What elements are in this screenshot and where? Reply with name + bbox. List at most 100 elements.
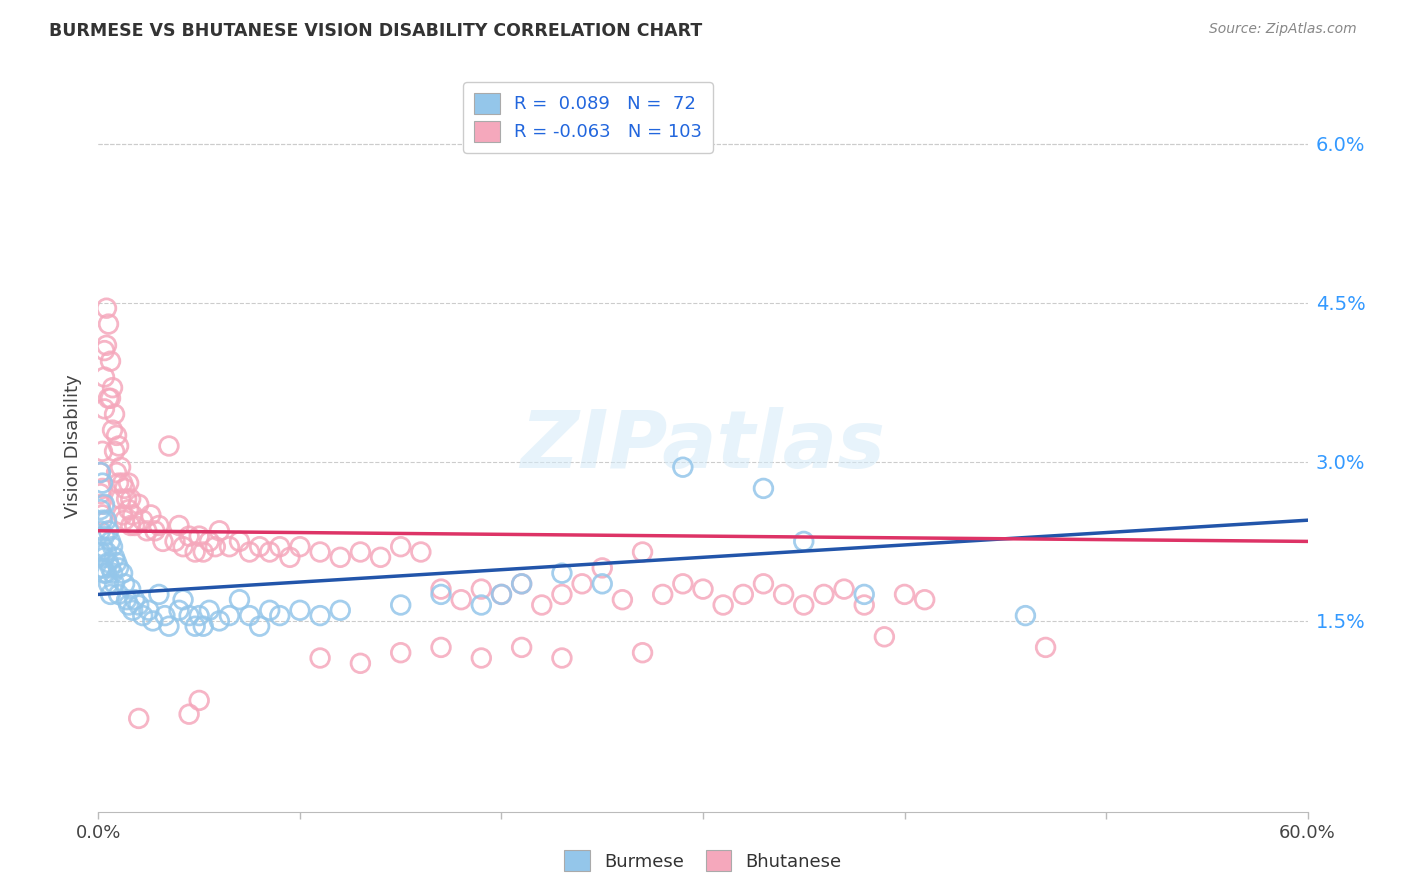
Point — [218, 540, 240, 554]
Point — [430, 587, 453, 601]
Point — [853, 598, 876, 612]
Point — [198, 603, 221, 617]
Point — [309, 545, 332, 559]
Point — [105, 466, 128, 480]
Point — [551, 651, 574, 665]
Point — [184, 619, 207, 633]
Point — [124, 518, 146, 533]
Point — [114, 513, 136, 527]
Point — [89, 486, 111, 500]
Point — [97, 576, 120, 591]
Point — [349, 545, 371, 559]
Point — [370, 550, 392, 565]
Point — [91, 444, 114, 458]
Point — [470, 582, 492, 596]
Point — [591, 561, 613, 575]
Point — [157, 439, 180, 453]
Point — [118, 476, 141, 491]
Point — [135, 524, 157, 538]
Point — [163, 534, 186, 549]
Point — [188, 529, 211, 543]
Point — [832, 582, 855, 596]
Legend: Burmese, Bhutanese: Burmese, Bhutanese — [557, 843, 849, 879]
Point — [208, 524, 231, 538]
Point — [873, 630, 896, 644]
Point — [93, 566, 115, 581]
Point — [278, 550, 301, 565]
Point — [772, 587, 794, 601]
Point — [91, 561, 114, 575]
Point — [118, 502, 141, 516]
Point — [1014, 608, 1036, 623]
Point — [101, 381, 124, 395]
Point — [470, 598, 492, 612]
Point — [96, 338, 118, 352]
Point — [510, 576, 533, 591]
Point — [101, 540, 124, 554]
Point — [259, 603, 281, 617]
Point — [97, 392, 120, 406]
Point — [491, 587, 513, 601]
Point — [208, 614, 231, 628]
Point — [228, 534, 250, 549]
Point — [89, 561, 111, 575]
Point — [89, 524, 111, 538]
Point — [591, 576, 613, 591]
Point — [793, 598, 815, 612]
Point — [96, 545, 118, 559]
Point — [91, 513, 114, 527]
Point — [733, 587, 755, 601]
Point — [93, 550, 115, 565]
Point — [100, 354, 122, 368]
Point — [269, 540, 291, 554]
Point — [91, 540, 114, 554]
Point — [110, 460, 132, 475]
Point — [153, 608, 176, 623]
Point — [124, 592, 146, 607]
Point — [105, 428, 128, 442]
Point — [329, 603, 352, 617]
Point — [179, 707, 201, 722]
Point — [93, 343, 115, 358]
Point — [651, 587, 673, 601]
Point — [188, 693, 211, 707]
Point — [97, 524, 120, 538]
Point — [893, 587, 915, 601]
Point — [530, 598, 553, 612]
Point — [470, 651, 492, 665]
Point — [128, 711, 150, 725]
Point — [239, 608, 262, 623]
Point — [148, 587, 170, 601]
Point — [631, 545, 654, 559]
Legend: R =  0.089   N =  72, R = -0.063   N = 103: R = 0.089 N = 72, R = -0.063 N = 103 — [464, 82, 713, 153]
Point — [121, 508, 143, 522]
Point — [152, 534, 174, 549]
Point — [349, 657, 371, 671]
Point — [91, 476, 114, 491]
Point — [430, 582, 453, 596]
Point — [450, 592, 472, 607]
Point — [288, 540, 311, 554]
Point — [107, 587, 129, 601]
Point — [101, 423, 124, 437]
Point — [510, 576, 533, 591]
Point — [121, 603, 143, 617]
Point — [132, 608, 155, 623]
Point — [142, 614, 165, 628]
Point — [157, 619, 180, 633]
Point — [138, 603, 160, 617]
Point — [93, 497, 115, 511]
Point — [389, 540, 412, 554]
Point — [184, 545, 207, 559]
Point — [103, 576, 125, 591]
Point — [409, 545, 432, 559]
Point — [148, 518, 170, 533]
Point — [672, 576, 695, 591]
Point — [813, 587, 835, 601]
Point — [228, 592, 250, 607]
Y-axis label: Vision Disability: Vision Disability — [65, 374, 83, 518]
Point — [89, 502, 111, 516]
Point — [107, 439, 129, 453]
Point — [914, 592, 936, 607]
Point — [100, 587, 122, 601]
